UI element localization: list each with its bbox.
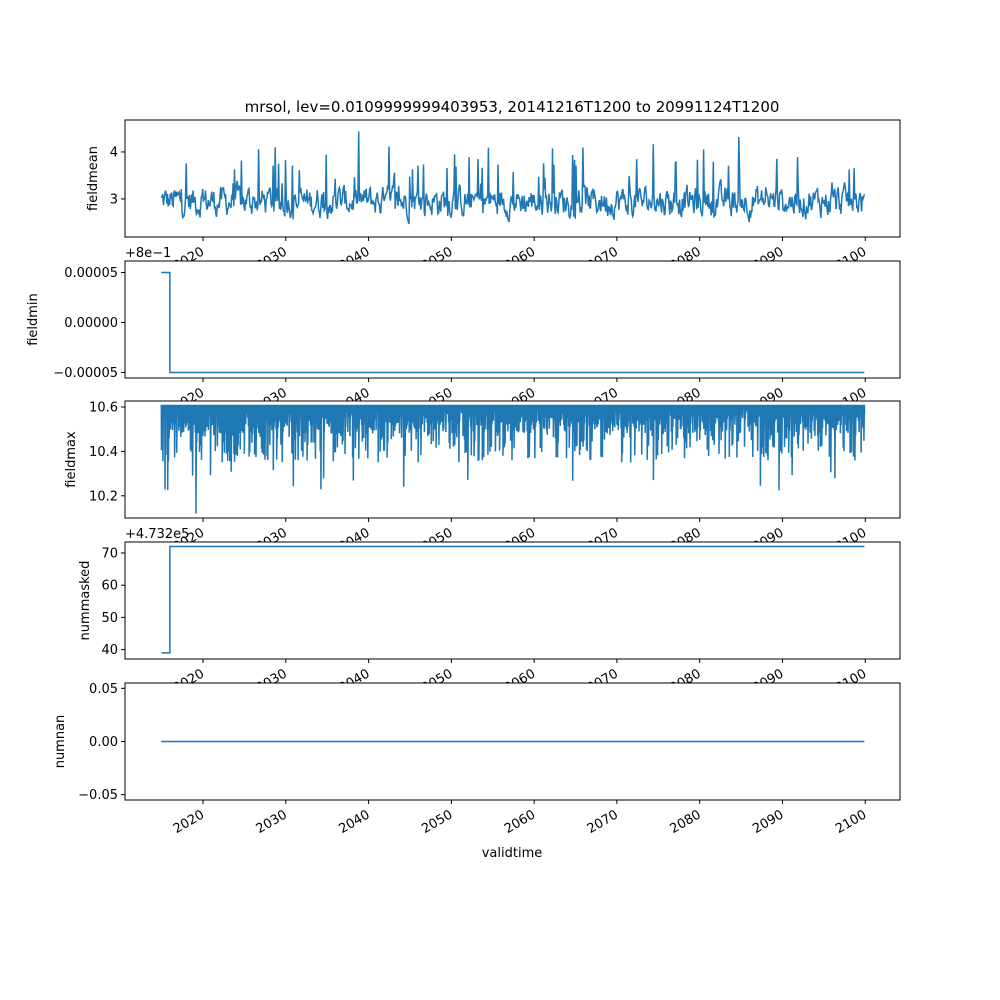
y-axis-label: fieldmean [86,146,101,211]
nummasked-series-line [161,545,865,654]
fieldmin-series-line [161,271,865,374]
y-tick-label: 4 [110,145,118,160]
y-tick-label: 60 [101,579,118,594]
y-offset-text: +8e−1 [125,246,171,261]
y-axis-label: numnan [53,715,68,769]
y-axis-label: nummasked [78,561,93,641]
y-tick-label: 0.00005 [64,266,118,281]
y-tick-label: 10.4 [89,445,118,460]
y-tick-label: 0.00000 [64,316,118,331]
fieldmax-axes-frame [124,400,901,519]
y-tick-label: 70 [101,546,118,561]
y-offset-text: +4.732e5 [125,527,189,542]
fieldmin-axes-frame [124,260,901,379]
x-axis-label: validtime [482,846,543,861]
fieldmean-axes-frame [124,119,901,238]
fieldmax-series-line [160,404,866,514]
chart-title: mrsol, lev=0.0109999999403953, 20141216T… [245,98,780,116]
y-tick-label: 10.2 [89,489,118,504]
y-axis-label: fieldmin [26,293,41,346]
y-tick-label: 3 [110,192,118,207]
y-tick-label: 10.6 [89,400,118,415]
y-tick-label: 0.05 [89,682,118,697]
fieldmean-series-line [160,131,866,225]
nummasked-axes-frame [124,541,901,660]
y-tick-label: 50 [101,611,118,626]
y-axis-label: fieldmax [64,431,79,488]
y-tick-label: 40 [101,643,118,658]
y-tick-label: −0.05 [78,788,118,803]
y-tick-label: 0.00 [89,735,118,750]
y-tick-label: −0.00005 [53,366,118,381]
